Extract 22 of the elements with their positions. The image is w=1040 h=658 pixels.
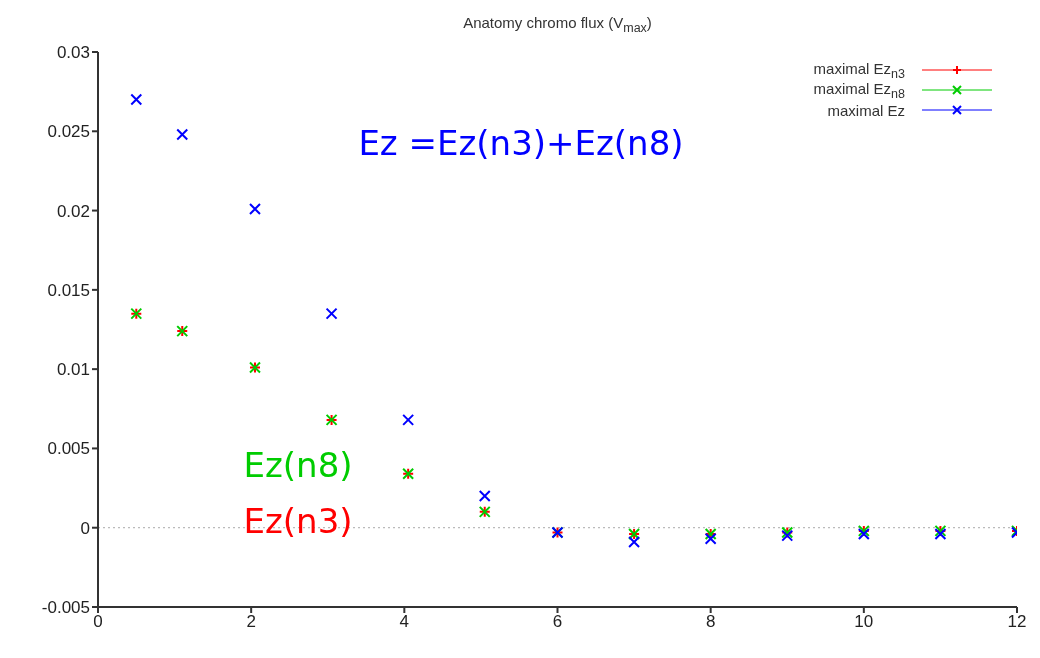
- y-tick-label: 0: [80, 518, 90, 538]
- x-tick-label: 0: [93, 612, 103, 632]
- legend-label: maximal Ez$_{n3}$: [813, 59, 905, 81]
- annotation: Ez(n8): [243, 445, 353, 486]
- y-tick-label: 0.005: [47, 439, 90, 459]
- legend-label: maximal Ez: [827, 101, 905, 119]
- chart-title: Anatomy chromo flux (V$_{max}$): [462, 14, 653, 35]
- x-tick-label: 8: [705, 612, 716, 632]
- y-tick-label: 0.01: [56, 360, 90, 380]
- annotation: Ez(n3): [243, 500, 353, 541]
- x-tick-label: 12: [1007, 612, 1027, 632]
- y-tick-label: -0.005: [41, 598, 90, 618]
- y-tick-label: 0.03: [56, 43, 90, 63]
- y-tick-label: 0.025: [47, 122, 90, 142]
- x-tick-label: 6: [552, 612, 563, 632]
- x-tick-label: 10: [854, 612, 874, 632]
- y-tick-label: 0.02: [56, 201, 90, 221]
- y-tick-label: 0.015: [47, 280, 90, 300]
- legend-label: maximal Ez$_{n8}$: [813, 79, 905, 101]
- annotation: Ez =Ez(n3)+Ez(n8): [358, 123, 684, 164]
- x-tick-label: 2: [246, 612, 256, 632]
- x-tick-label: 4: [399, 612, 410, 632]
